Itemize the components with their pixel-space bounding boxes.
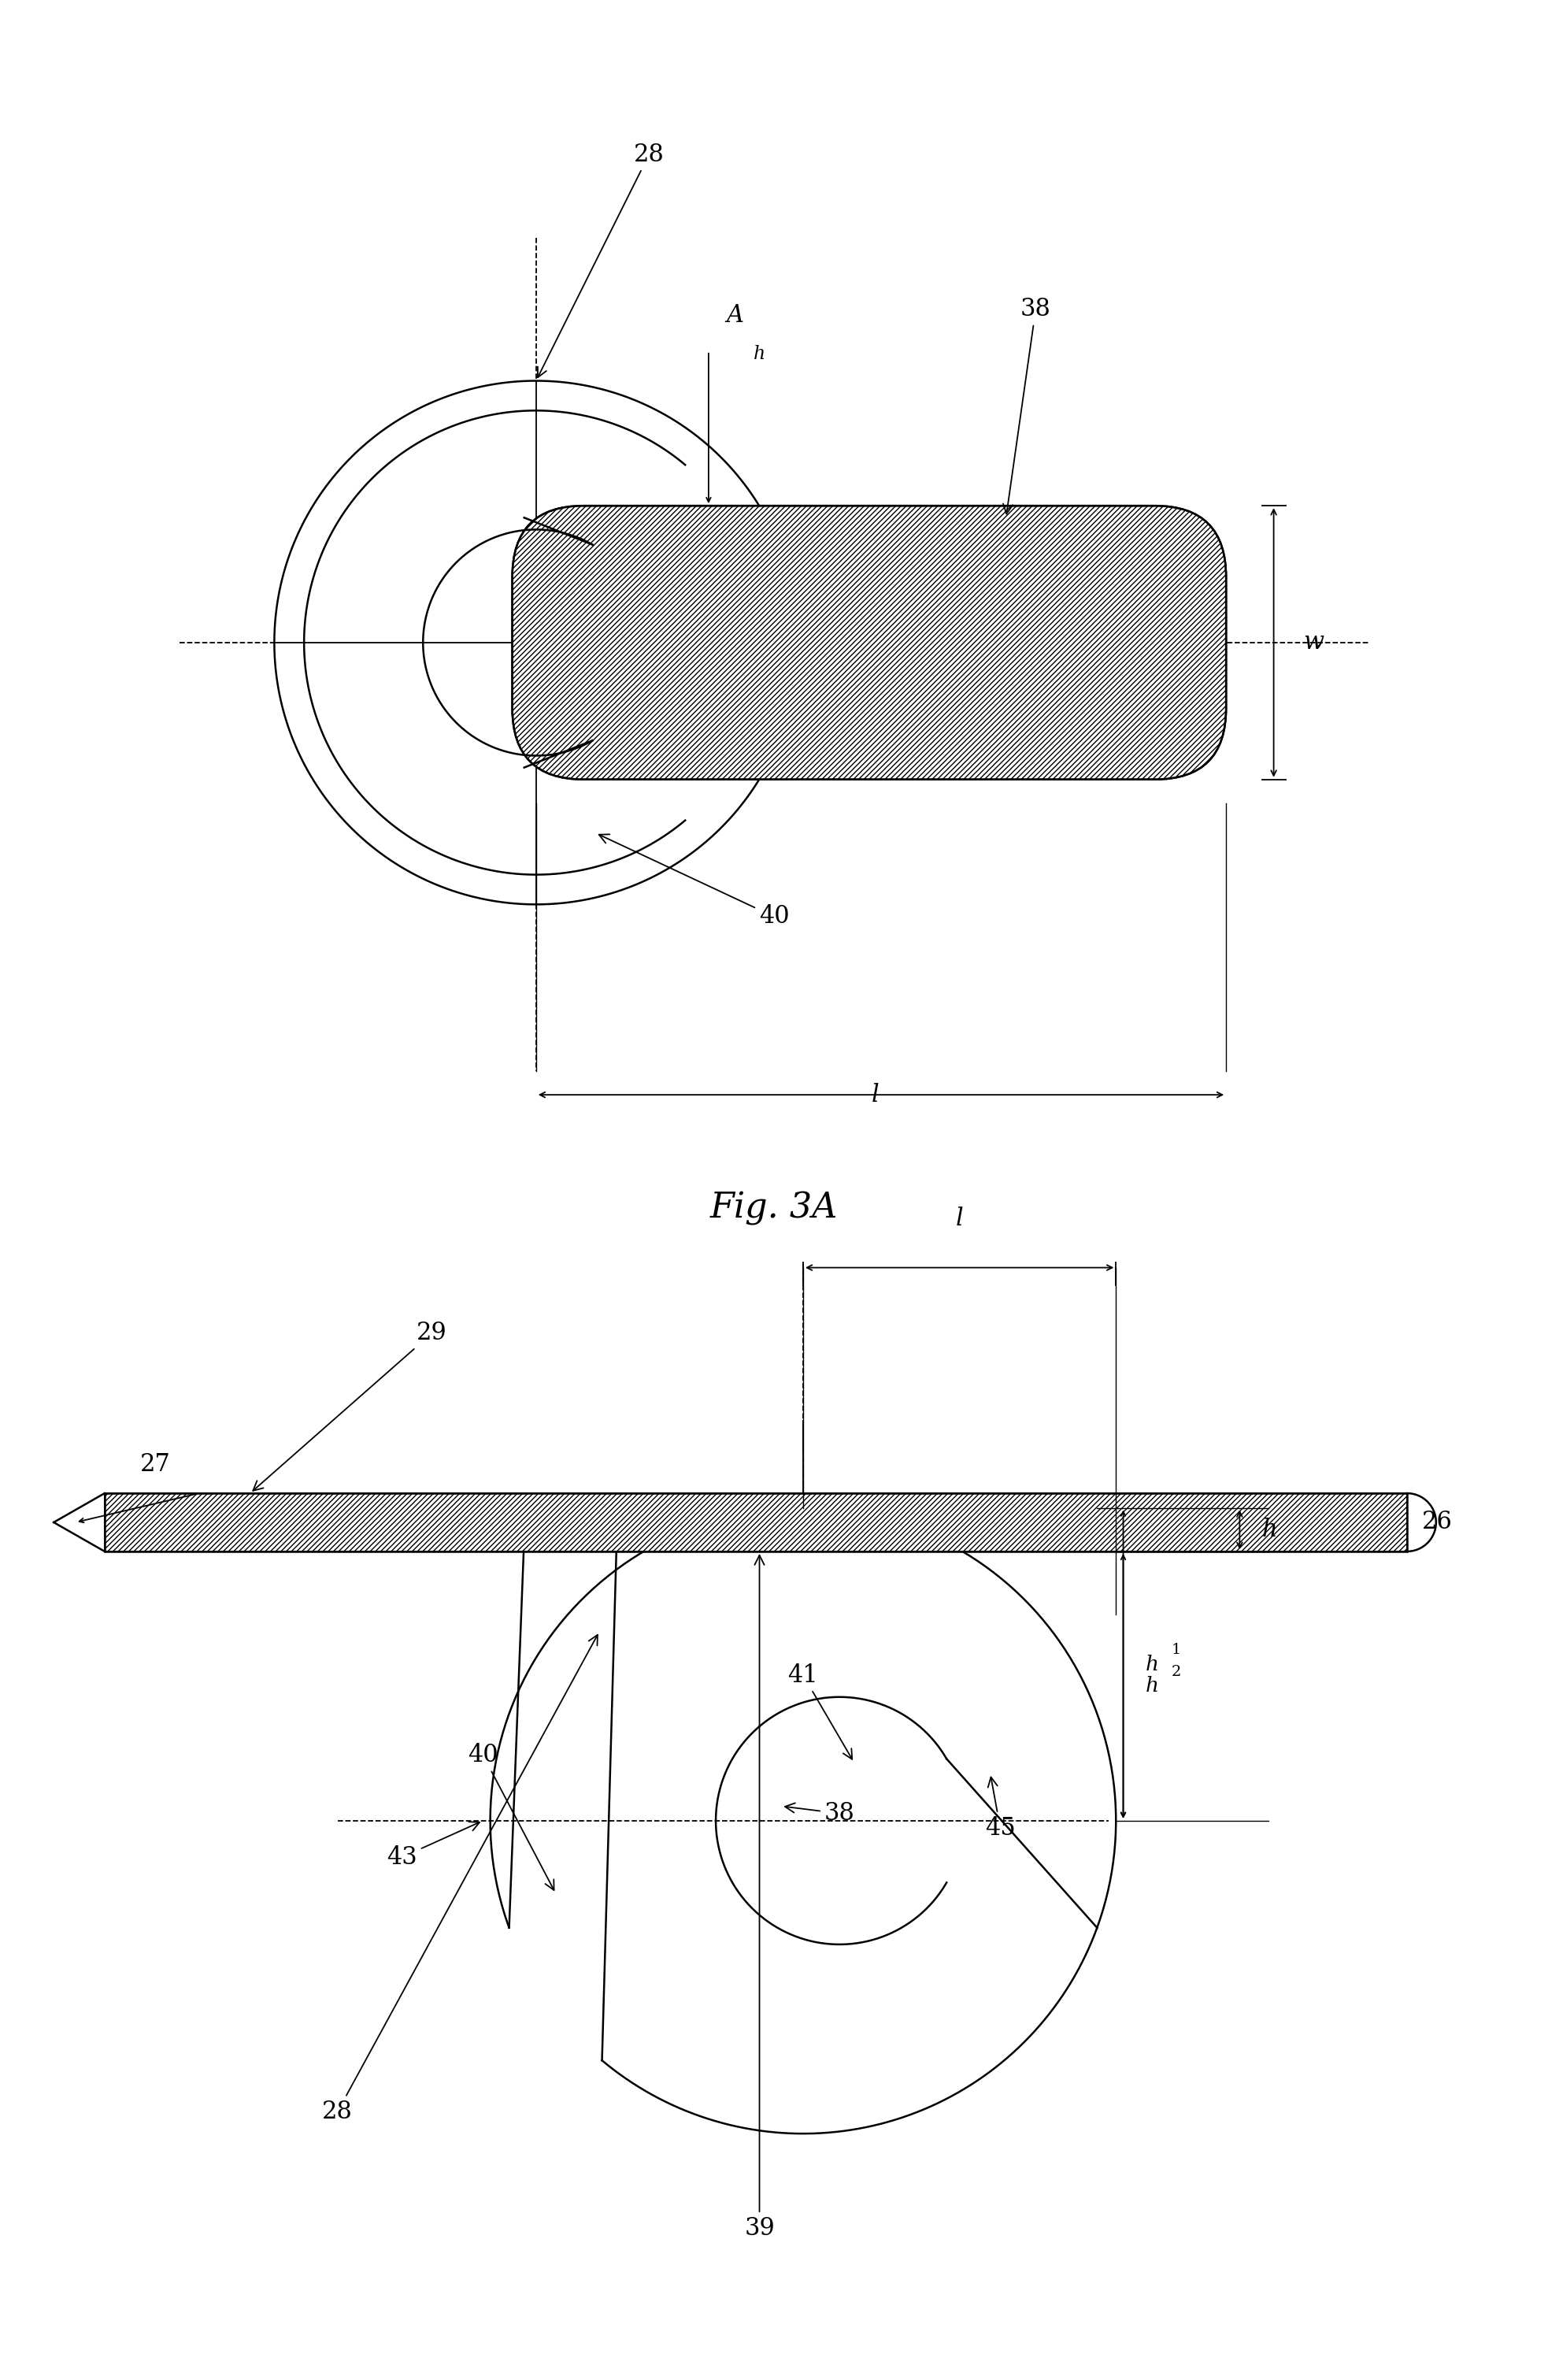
Text: 38: 38 xyxy=(785,1802,854,1825)
Bar xyxy=(105,1492,1407,1552)
Text: 2: 2 xyxy=(1172,1664,1181,1678)
Text: Fig. 3A: Fig. 3A xyxy=(711,1192,837,1226)
Text: 26: 26 xyxy=(1421,1511,1452,1535)
Text: 1: 1 xyxy=(1172,1642,1181,1656)
Text: 45: 45 xyxy=(985,1778,1015,1840)
Text: w: w xyxy=(1303,631,1324,655)
Bar xyxy=(105,1492,1407,1552)
Text: h: h xyxy=(1262,1518,1277,1542)
Text: 28: 28 xyxy=(537,143,664,378)
Text: 38: 38 xyxy=(1003,298,1051,514)
Text: 43: 43 xyxy=(387,1821,480,1868)
Text: 41: 41 xyxy=(788,1664,851,1759)
Text: l: l xyxy=(955,1207,963,1230)
Text: 29: 29 xyxy=(252,1321,447,1490)
Text: A: A xyxy=(726,302,743,326)
Text: 40: 40 xyxy=(467,1742,554,1890)
FancyBboxPatch shape xyxy=(512,507,1226,781)
Text: h: h xyxy=(1146,1654,1158,1673)
Text: h: h xyxy=(1146,1676,1158,1697)
Text: l: l xyxy=(872,1083,879,1107)
Text: 39: 39 xyxy=(745,1554,774,2240)
Text: 27: 27 xyxy=(141,1452,170,1476)
Text: h: h xyxy=(754,345,766,362)
Text: 40: 40 xyxy=(599,835,789,928)
Text: 28: 28 xyxy=(322,1635,598,2123)
